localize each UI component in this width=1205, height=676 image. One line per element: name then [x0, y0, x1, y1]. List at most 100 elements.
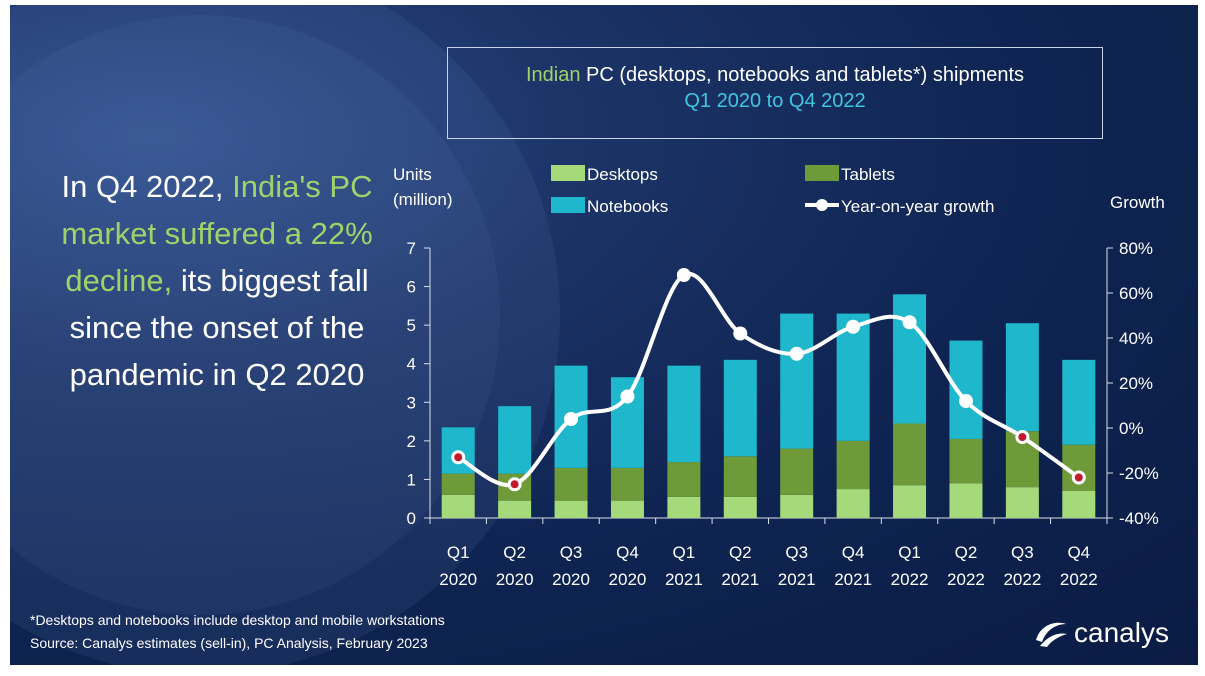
x-tick-label-quarter: Q4 — [1067, 543, 1090, 562]
headline-part2: its biggest fall since the onset of the … — [69, 263, 369, 392]
bar-desktops — [893, 485, 927, 518]
x-tick-label-quarter: Q1 — [898, 543, 921, 562]
x-tick-label-quarter: Q1 — [447, 543, 470, 562]
legend-label: Notebooks — [587, 197, 668, 216]
growth-point-marker — [1074, 473, 1083, 482]
headline-part1: In Q4 2022, — [61, 169, 233, 204]
growth-point — [564, 412, 579, 426]
bar-desktops — [667, 496, 701, 518]
bar-desktops — [441, 494, 475, 518]
x-tick-label-quarter: Q3 — [785, 543, 808, 562]
left-axis-title: Units — [393, 165, 432, 184]
legend-swatch — [805, 165, 839, 181]
bar-tablets — [836, 440, 870, 490]
bar-desktops — [780, 494, 814, 518]
left-axis-tick-label: 7 — [407, 239, 416, 258]
bar-tablets — [667, 462, 701, 497]
x-tick-label-year: 2021 — [834, 570, 872, 589]
x-tick-label-year: 2020 — [439, 570, 477, 589]
bar-desktops — [498, 500, 532, 518]
x-tick-label-quarter: Q3 — [1011, 543, 1034, 562]
footnote-line: *Desktops and notebooks include desktop … — [30, 612, 445, 628]
left-axis-tick-label: 5 — [407, 316, 416, 335]
left-axis-tick-label: 1 — [407, 470, 416, 489]
shipments-chart: 0 1 2 3 4 5 6 7 -40% -20% 0% 20% 40% 60% 80% Q1 2020 Q2 20… — [393, 165, 1165, 589]
growth-point — [733, 326, 748, 341]
chart-title: Indian PC (desktops, notebooks and table… — [448, 64, 1102, 87]
legend-label: Year-on-year growth — [841, 197, 994, 216]
x-tick-label-quarter: Q4 — [616, 543, 639, 562]
growth-point-marker — [454, 453, 463, 462]
bar-tablets — [441, 473, 475, 495]
x-tick-label-year: 2022 — [947, 570, 985, 589]
growth-point-marker — [510, 480, 519, 489]
bar-notebooks — [836, 313, 870, 441]
right-axis-tick-label: -20% — [1119, 464, 1159, 483]
legend-swatch — [551, 197, 585, 213]
x-tick-label-quarter: Q2 — [729, 543, 752, 562]
x-tick-label-quarter: Q2 — [955, 543, 978, 562]
right-axis-tick-label: 20% — [1119, 374, 1153, 393]
x-tick-label-quarter: Q1 — [673, 543, 696, 562]
left-axis-tick-label: 2 — [407, 432, 416, 451]
bar-tablets — [893, 423, 927, 486]
left-axis-tick-label: 0 — [407, 509, 416, 528]
legend-label: Desktops — [587, 165, 658, 184]
chart-subtitle: Q1 2020 to Q4 2022 — [684, 90, 866, 112]
headline: In Q4 2022, India's PC market suffered a… — [32, 163, 402, 398]
bar-desktops — [1005, 487, 1039, 518]
canalys-swirl-icon — [1036, 622, 1067, 647]
x-tick-label-year: 2021 — [778, 570, 816, 589]
growth-point-marker — [1018, 433, 1027, 441]
bar-desktops — [610, 500, 644, 518]
legend-line-marker — [816, 199, 828, 211]
source-line: Source: Canalys estimates (sell-in), PC … — [30, 635, 428, 651]
growth-point — [789, 346, 804, 361]
x-tick-label-quarter: Q2 — [503, 543, 526, 562]
left-axis-tick-label: 3 — [407, 393, 416, 412]
bar-notebooks — [498, 406, 532, 474]
bar-notebooks — [1005, 323, 1039, 432]
x-tick-label-year: 2020 — [609, 570, 647, 589]
bar-notebooks — [667, 365, 701, 463]
chart-title-highlight: Indian — [525, 64, 581, 86]
x-tick-label-year: 2021 — [721, 570, 759, 589]
bar-tablets — [554, 467, 588, 501]
x-tick-label-year: 2022 — [1060, 570, 1098, 589]
bar-tablets — [780, 448, 814, 495]
growth-point — [902, 315, 917, 330]
infographic: Indian PC (desktops, notebooks and table… — [10, 5, 1198, 665]
legend-label: Tablets — [841, 165, 895, 184]
bar-desktops — [949, 483, 983, 518]
bar-notebooks — [949, 340, 983, 439]
x-tick-label-year: 2022 — [1003, 570, 1041, 589]
growth-line — [457, 271, 1080, 488]
bar-desktops — [723, 496, 757, 518]
x-tick-label-quarter: Q3 — [560, 543, 583, 562]
bar-desktops — [1062, 491, 1096, 518]
bar-desktops — [554, 500, 588, 518]
left-axis-tick-label: 6 — [407, 278, 416, 297]
right-axis-tick-label: -40% — [1119, 509, 1159, 528]
canalys-logo: canalys — [1034, 617, 1169, 649]
bar-notebooks — [1062, 359, 1096, 445]
left-axis-title-unit: (million) — [393, 190, 453, 209]
footnote: *Desktops and notebooks include desktop … — [30, 609, 445, 655]
right-axis-tick-label: 80% — [1119, 239, 1153, 258]
growth-point — [676, 268, 691, 282]
chart-title-rest: PC (desktops, notebooks and tablets*) sh… — [580, 64, 1025, 86]
headline-highlight: India's PC market suffered a 22% decline… — [61, 169, 373, 298]
x-tick-label-year: 2020 — [552, 570, 590, 589]
growth-point — [846, 319, 861, 334]
right-axis-tick-label: 60% — [1119, 284, 1153, 303]
x-tick-label-year: 2020 — [496, 570, 534, 589]
bar-notebooks — [723, 359, 757, 457]
bar-notebooks — [780, 313, 814, 449]
bar-tablets — [723, 456, 757, 497]
x-tick-label-year: 2021 — [665, 570, 703, 589]
right-axis-title: Growth — [1110, 193, 1165, 212]
chart-title-box: Indian PC (desktops, notebooks and table… — [447, 47, 1103, 139]
bar-desktops — [836, 489, 870, 518]
x-tick-label-year: 2022 — [891, 570, 929, 589]
x-tick-label-quarter: Q4 — [842, 543, 865, 562]
